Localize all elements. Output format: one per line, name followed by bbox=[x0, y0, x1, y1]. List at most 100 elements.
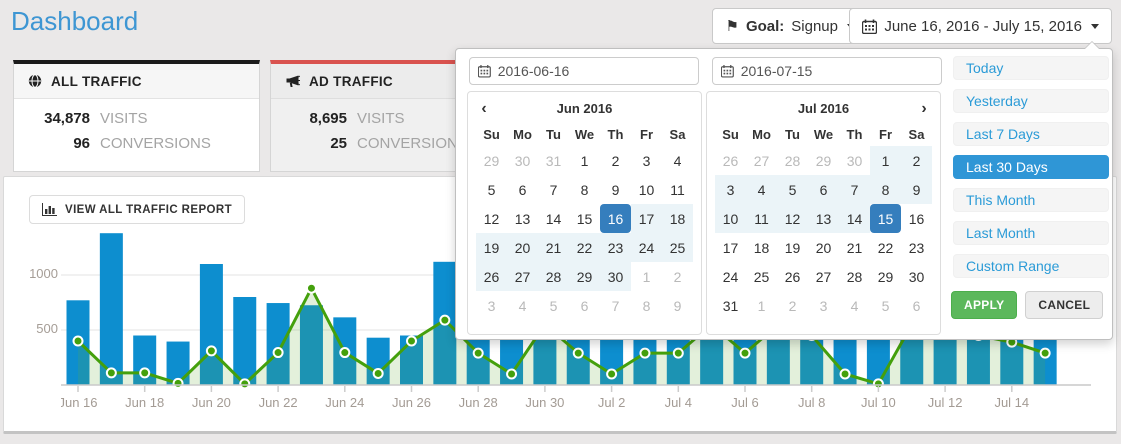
conversions-point[interactable] bbox=[739, 347, 751, 359]
day-cell[interactable]: 9 bbox=[673, 297, 682, 314]
day-cell[interactable]: 31 bbox=[722, 297, 739, 314]
day-cell[interactable]: 18 bbox=[753, 239, 770, 256]
day-cell[interactable]: 30 bbox=[514, 152, 531, 169]
day-cell[interactable]: 19 bbox=[476, 233, 507, 262]
day-cell[interactable]: 1 bbox=[870, 146, 901, 175]
day-cell[interactable]: 7 bbox=[611, 297, 620, 314]
day-cell[interactable]: 28 bbox=[846, 268, 863, 285]
day-cell[interactable]: 23 bbox=[908, 239, 925, 256]
day-cell[interactable]: 4 bbox=[673, 152, 682, 169]
range-option-today[interactable]: Today bbox=[953, 56, 1109, 80]
range-option-yesterday[interactable]: Yesterday bbox=[953, 89, 1109, 113]
day-cell[interactable]: 8 bbox=[870, 175, 901, 204]
conversions-point[interactable] bbox=[239, 378, 251, 390]
day-cell[interactable]: 8 bbox=[580, 181, 589, 198]
day-cell[interactable]: 28 bbox=[538, 262, 569, 291]
day-cell[interactable]: 11 bbox=[670, 181, 685, 198]
day-cell[interactable]: 8 bbox=[642, 297, 651, 314]
goal-dropdown-button[interactable]: ⚑ Goal: Signup bbox=[712, 8, 868, 44]
conversions-point[interactable] bbox=[339, 347, 351, 359]
conversions-point[interactable] bbox=[1039, 347, 1051, 359]
conversions-point[interactable] bbox=[506, 368, 518, 380]
day-cell[interactable]: 29 bbox=[877, 268, 894, 285]
conversions-point[interactable] bbox=[305, 282, 317, 294]
visits-bar[interactable] bbox=[366, 337, 390, 385]
day-cell[interactable]: 21 bbox=[846, 239, 863, 256]
conversions-point[interactable] bbox=[572, 347, 584, 359]
day-cell[interactable]: 6 bbox=[518, 181, 527, 198]
day-cell[interactable]: 1 bbox=[757, 297, 766, 314]
range-option-last-7-days[interactable]: Last 7 Days bbox=[953, 122, 1109, 146]
day-cell[interactable]: 20 bbox=[507, 233, 538, 262]
day-cell[interactable]: 25 bbox=[753, 268, 770, 285]
day-cell[interactable]: 17 bbox=[631, 204, 662, 233]
day-cell[interactable]: 2 bbox=[673, 268, 682, 285]
conversions-point[interactable] bbox=[205, 345, 217, 357]
day-cell[interactable]: 3 bbox=[715, 175, 746, 204]
conversions-point[interactable] bbox=[606, 368, 618, 380]
conversions-point[interactable] bbox=[639, 347, 651, 359]
day-cell[interactable]: 24 bbox=[631, 233, 662, 262]
start-date-input[interactable] bbox=[497, 63, 690, 79]
day-cell[interactable]: 10 bbox=[638, 181, 655, 198]
day-cell[interactable]: 18 bbox=[662, 204, 693, 233]
day-cell[interactable]: 6 bbox=[808, 175, 839, 204]
day-cell[interactable]: 24 bbox=[722, 268, 739, 285]
day-cell[interactable]: 2 bbox=[788, 297, 797, 314]
day-cell[interactable]: 1 bbox=[642, 268, 651, 285]
day-cell[interactable]: 2 bbox=[901, 146, 932, 175]
day-cell[interactable]: 30 bbox=[600, 262, 631, 291]
conversions-point[interactable] bbox=[105, 367, 117, 379]
day-cell[interactable]: 5 bbox=[549, 297, 558, 314]
conversions-point[interactable] bbox=[139, 367, 151, 379]
conversions-point[interactable] bbox=[672, 347, 684, 359]
day-cell[interactable]: 7 bbox=[549, 181, 558, 198]
day-cell[interactable]: 3 bbox=[642, 152, 651, 169]
conversions-point[interactable] bbox=[839, 368, 851, 380]
visits-bar[interactable] bbox=[99, 233, 123, 385]
day-cell[interactable]: 4 bbox=[746, 175, 777, 204]
day-cell[interactable]: 14 bbox=[839, 204, 870, 233]
conversions-point[interactable] bbox=[472, 347, 484, 359]
day-cell[interactable]: 5 bbox=[777, 175, 808, 204]
range-option-last-30-days[interactable]: Last 30 Days bbox=[953, 155, 1109, 179]
day-cell[interactable]: 21 bbox=[538, 233, 569, 262]
conversions-point[interactable] bbox=[172, 377, 184, 389]
day-cell[interactable]: 27 bbox=[815, 268, 832, 285]
day-cell[interactable]: 26 bbox=[784, 268, 801, 285]
day-cell[interactable]: 27 bbox=[507, 262, 538, 291]
conversions-point[interactable] bbox=[372, 367, 384, 379]
conversions-point[interactable] bbox=[439, 314, 451, 326]
day-cell[interactable]: 15 bbox=[576, 210, 593, 227]
day-cell[interactable]: 29 bbox=[815, 152, 832, 169]
end-date-input[interactable] bbox=[740, 63, 933, 79]
day-cell[interactable]: 28 bbox=[784, 152, 801, 169]
date-range-button[interactable]: June 16, 2016 - July 15, 2016 bbox=[849, 8, 1112, 44]
day-cell[interactable]: 13 bbox=[514, 210, 531, 227]
day-cell[interactable]: 20 bbox=[815, 239, 832, 256]
day-cell[interactable]: 23 bbox=[600, 233, 631, 262]
day-cell[interactable]: 25 bbox=[662, 233, 693, 262]
visits-bar[interactable] bbox=[299, 305, 323, 385]
day-cell[interactable]: 6 bbox=[912, 297, 921, 314]
day-cell[interactable]: 29 bbox=[569, 262, 600, 291]
range-option-custom-range[interactable]: Custom Range bbox=[953, 254, 1109, 278]
visits-bar[interactable] bbox=[233, 297, 257, 385]
day-cell-selected[interactable]: 15 bbox=[870, 204, 901, 233]
day-cell[interactable]: 26 bbox=[476, 262, 507, 291]
day-cell[interactable]: 3 bbox=[487, 297, 496, 314]
range-option-this-month[interactable]: This Month bbox=[953, 188, 1109, 212]
visits-bar[interactable] bbox=[166, 341, 190, 385]
day-cell[interactable]: 14 bbox=[545, 210, 562, 227]
day-cell[interactable]: 13 bbox=[808, 204, 839, 233]
day-cell[interactable]: 19 bbox=[784, 239, 801, 256]
conversions-point[interactable] bbox=[72, 335, 84, 347]
conversions-point[interactable] bbox=[406, 335, 417, 347]
day-cell[interactable]: 4 bbox=[518, 297, 527, 314]
apply-button[interactable]: APPLY bbox=[951, 291, 1018, 319]
day-cell[interactable]: 6 bbox=[580, 297, 589, 314]
day-cell[interactable]: 9 bbox=[611, 181, 620, 198]
day-cell[interactable]: 3 bbox=[819, 297, 828, 314]
day-cell[interactable]: 22 bbox=[877, 239, 894, 256]
day-cell[interactable]: 22 bbox=[569, 233, 600, 262]
